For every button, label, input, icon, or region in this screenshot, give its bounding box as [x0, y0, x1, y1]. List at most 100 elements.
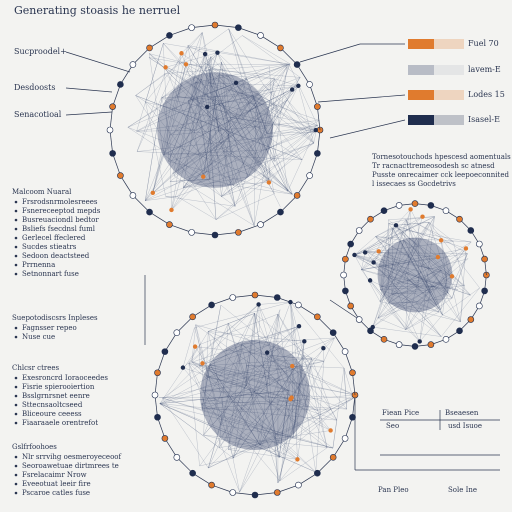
edge: [199, 391, 255, 467]
edge: [235, 82, 293, 195]
edge: [235, 66, 270, 83]
edge: [145, 97, 163, 201]
edge: [215, 129, 316, 220]
node: [427, 341, 435, 348]
node: [341, 435, 349, 442]
edge: [377, 283, 404, 319]
edge: [292, 337, 335, 367]
edge: [254, 313, 280, 458]
node: [129, 61, 137, 68]
edge: [149, 53, 164, 155]
node: [438, 238, 444, 243]
bullet: [14, 385, 18, 389]
edge: [378, 251, 453, 299]
edge: [220, 424, 294, 438]
section-heading: Gslfrfoohoes: [12, 443, 57, 451]
edge: [442, 287, 480, 316]
edge: [419, 292, 431, 342]
edge: [152, 90, 275, 193]
edge: [162, 397, 333, 449]
edge: [246, 385, 328, 448]
edge: [267, 314, 279, 385]
node: [129, 192, 137, 199]
node: [173, 454, 181, 461]
node: [296, 83, 301, 88]
rim: [296, 175, 310, 196]
connectors: [65, 43, 500, 471]
edge: [149, 53, 210, 70]
node: [215, 50, 220, 55]
edge: [241, 337, 335, 345]
edge: [267, 131, 316, 134]
edge: [228, 28, 270, 180]
paragraph-line: Tornesotouchods hpescesd aomentuals: [372, 153, 511, 161]
edge: [254, 391, 337, 421]
list-item: Sttecnsaoltcseed: [22, 401, 83, 409]
list-item: Frsrodsnrmolesreees: [22, 198, 98, 206]
edge: [220, 365, 293, 426]
edge: [199, 348, 243, 367]
edge: [279, 447, 328, 482]
node: [169, 207, 174, 213]
rim: [132, 47, 150, 65]
node: [179, 51, 184, 56]
edge: [428, 222, 454, 242]
edge: [209, 323, 229, 365]
edge: [159, 403, 316, 473]
edge: [163, 43, 169, 162]
edge: [161, 35, 243, 98]
edge: [380, 223, 389, 290]
edge: [208, 398, 354, 469]
rim: [191, 24, 216, 28]
edge: [149, 53, 293, 195]
edge: [195, 82, 253, 96]
edge: [366, 251, 374, 263]
edge: [172, 78, 247, 174]
rim: [214, 24, 239, 28]
edge: [418, 224, 454, 242]
rim: [157, 351, 166, 373]
rim: [149, 35, 170, 49]
rim: [176, 457, 193, 474]
bullet: [14, 254, 18, 258]
edge: [210, 56, 219, 132]
node: [340, 271, 347, 279]
edge: [203, 385, 247, 436]
edge: [234, 63, 291, 207]
bullet: [14, 272, 18, 276]
edge: [199, 330, 260, 367]
node: [411, 200, 419, 207]
edge: [145, 196, 178, 201]
edge: [135, 28, 229, 96]
edge: [174, 175, 255, 226]
chart-label: Sole Ine: [448, 486, 477, 494]
edge: [254, 341, 305, 392]
rim: [296, 64, 310, 85]
edge: [441, 270, 449, 293]
edge: [209, 179, 234, 186]
node: [380, 207, 388, 214]
edge: [188, 64, 290, 101]
network: [106, 21, 324, 239]
edge: [375, 228, 393, 237]
edge: [269, 344, 297, 438]
edge: [162, 343, 243, 399]
edge: [259, 330, 332, 410]
edge: [208, 343, 243, 469]
edge: [268, 129, 316, 183]
edge: [191, 361, 277, 435]
rim: [254, 492, 278, 496]
edge: [158, 397, 347, 410]
node: [349, 413, 356, 421]
core: [377, 237, 453, 313]
edge: [188, 363, 200, 467]
edge: [191, 82, 196, 100]
edge: [204, 53, 249, 177]
list-item: Eveeotuat leeir fire: [22, 480, 91, 488]
edge: [274, 78, 299, 86]
edge: [127, 96, 177, 128]
node: [417, 339, 422, 344]
edge: [209, 69, 301, 78]
edge: [267, 326, 300, 353]
edge: [292, 355, 304, 438]
